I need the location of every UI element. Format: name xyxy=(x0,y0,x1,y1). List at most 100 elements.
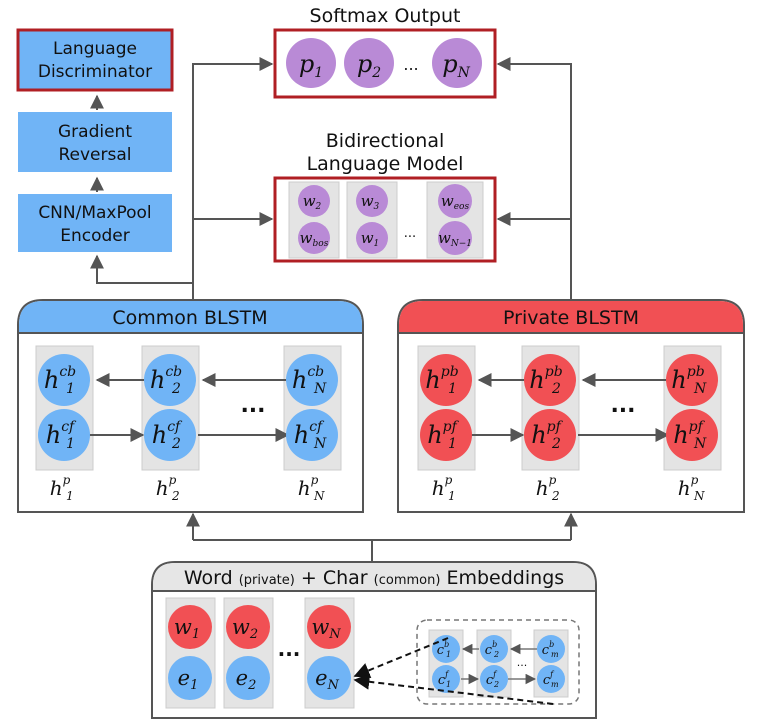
svg-text:wN−1: wN−1 xyxy=(438,229,472,249)
bidirectional-lm: Bidirectional Language Model w2 wbos w3 … xyxy=(273,130,497,263)
language-discriminator-box: Language Discriminator xyxy=(16,28,174,92)
svg-text:cf: cf xyxy=(543,670,555,688)
svg-text:N: N xyxy=(693,381,707,397)
svg-text:eN: eN xyxy=(315,666,339,693)
emb-e1: e1 xyxy=(168,656,212,700)
common-hN-cb: hcb N xyxy=(286,354,338,406)
svg-text:weos: weos xyxy=(441,192,470,212)
svg-text:2: 2 xyxy=(551,381,561,397)
svg-text:cb: cb xyxy=(437,640,449,658)
svg-text:hp: hp xyxy=(50,473,71,500)
private-hNp-label: hp N xyxy=(678,473,705,503)
emb-e2: e2 xyxy=(226,656,270,700)
emb-wN: wN xyxy=(307,605,351,649)
private-blstm-title: Private BLSTM xyxy=(503,307,639,329)
char-cmf: cf m xyxy=(537,665,565,693)
embeddings-to-blstm-arrows xyxy=(193,539,571,562)
private-h2p-label: hp 2 xyxy=(536,473,560,503)
private-h1-pf: hpf 1 xyxy=(420,409,472,461)
svg-text:hp: hp xyxy=(536,473,557,500)
svg-text:p1: p1 xyxy=(299,50,323,81)
common-to-encoder-arrow xyxy=(90,254,193,284)
svg-text:cb: cb xyxy=(542,640,554,658)
discriminator-label-2: Discriminator xyxy=(38,62,152,82)
private-ellipsis: ... xyxy=(610,393,635,418)
svg-text:pN: pN xyxy=(442,50,470,81)
private-h1-pb: hpb 1 xyxy=(420,354,472,406)
svg-text:1: 1 xyxy=(66,381,75,397)
common-hN-cf: hcf N xyxy=(286,409,338,461)
svg-text:hpf: hpf xyxy=(427,419,459,449)
embeddings-title: Word (private) + Char (common) Embedding… xyxy=(184,567,564,589)
svg-text:w2: w2 xyxy=(303,192,322,212)
softmax-ellipsis: ... xyxy=(403,55,418,74)
reversal-label-1: Gradient xyxy=(58,122,132,142)
char-c1f: cf 1 xyxy=(432,665,460,693)
svg-text:2: 2 xyxy=(493,650,499,659)
bilm-w2: w2 xyxy=(298,185,330,217)
private-hN-pb: hpb N xyxy=(666,354,718,406)
svg-text:2: 2 xyxy=(171,381,181,397)
encoder-label-1: CNN/MaxPool xyxy=(38,203,151,223)
svg-text:w1: w1 xyxy=(361,229,380,249)
bilm-wN-1: wN−1 xyxy=(438,221,472,255)
softmax-title: Softmax Output xyxy=(310,5,461,27)
char-ellipsis: ... xyxy=(517,656,528,669)
char-to-eN-arrows xyxy=(353,637,554,705)
svg-text:hpf: hpf xyxy=(673,419,705,449)
char-c2f: cf 2 xyxy=(480,665,508,693)
svg-text:hcb: hcb xyxy=(150,364,182,394)
bilm-title-2: Language Model xyxy=(307,153,464,175)
svg-text:wN: wN xyxy=(311,615,341,642)
svg-text:hp: hp xyxy=(678,473,699,500)
discriminator-label-1: Language xyxy=(53,39,137,59)
private-hN-pf: hpf N xyxy=(666,409,718,461)
common-ellipsis: ... xyxy=(240,393,265,418)
svg-text:e2: e2 xyxy=(236,666,257,693)
char-c1b: cb 1 xyxy=(432,635,460,663)
svg-text:1: 1 xyxy=(448,381,457,397)
bilm-wbos: wbos xyxy=(298,222,330,254)
svg-text:w2: w2 xyxy=(232,615,258,642)
svg-text:2: 2 xyxy=(171,436,181,452)
common-blstm-title: Common BLSTM xyxy=(112,307,267,329)
bilm-w1: w1 xyxy=(356,222,388,254)
private-h2-pf: hpf 2 xyxy=(524,409,576,461)
svg-text:hp: hp xyxy=(432,473,453,500)
private-h2-pb: hpb 2 xyxy=(524,354,576,406)
svg-text:hp: hp xyxy=(156,473,177,500)
svg-text:2: 2 xyxy=(493,680,499,689)
svg-text:cf: cf xyxy=(438,670,450,688)
svg-text:N: N xyxy=(693,489,705,503)
svg-text:1: 1 xyxy=(446,650,451,659)
common-h2-cf: hcf 2 xyxy=(144,409,196,461)
softmax-pN: pN xyxy=(432,38,482,88)
svg-text:hpb: hpb xyxy=(529,364,562,394)
svg-text:N: N xyxy=(313,436,327,452)
private-to-softmax-arrow xyxy=(496,57,572,300)
svg-text:cb: cb xyxy=(485,640,497,658)
svg-text:hpb: hpb xyxy=(425,364,458,394)
svg-text:1: 1 xyxy=(66,436,75,452)
svg-text:hcf: hcf xyxy=(294,419,325,449)
svg-text:1: 1 xyxy=(448,489,456,503)
emb-w1: w1 xyxy=(168,605,212,649)
svg-text:w1: w1 xyxy=(174,615,200,642)
svg-text:hp: hp xyxy=(298,473,319,500)
char-c2b: cb 2 xyxy=(480,635,508,663)
char-blstm: cb 1 cb 2 ... cb m cf 1 cf 2 xyxy=(416,619,580,705)
svg-text:hcb: hcb xyxy=(44,364,76,394)
common-blstm-panel: Common BLSTM hcb 1 hcf 1 hcb 2 hcf xyxy=(17,299,364,513)
svg-text:p2: p2 xyxy=(357,50,381,81)
common-h1-cf: hcf 1 xyxy=(38,409,90,461)
svg-text:1: 1 xyxy=(66,489,74,503)
private-blstm-panel: Private BLSTM hpb 1 hpf 1 hpb 2 hpf xyxy=(397,299,745,513)
common-h1-cb: hcb 1 xyxy=(38,354,90,406)
bilm-w3: w3 xyxy=(356,185,388,217)
softmax-p1: p1 xyxy=(286,38,336,88)
svg-text:hcf: hcf xyxy=(46,419,77,449)
svg-text:cf: cf xyxy=(486,670,498,688)
bilm-weos: weos xyxy=(438,184,472,218)
bilm-ellipsis: ... xyxy=(404,226,416,241)
